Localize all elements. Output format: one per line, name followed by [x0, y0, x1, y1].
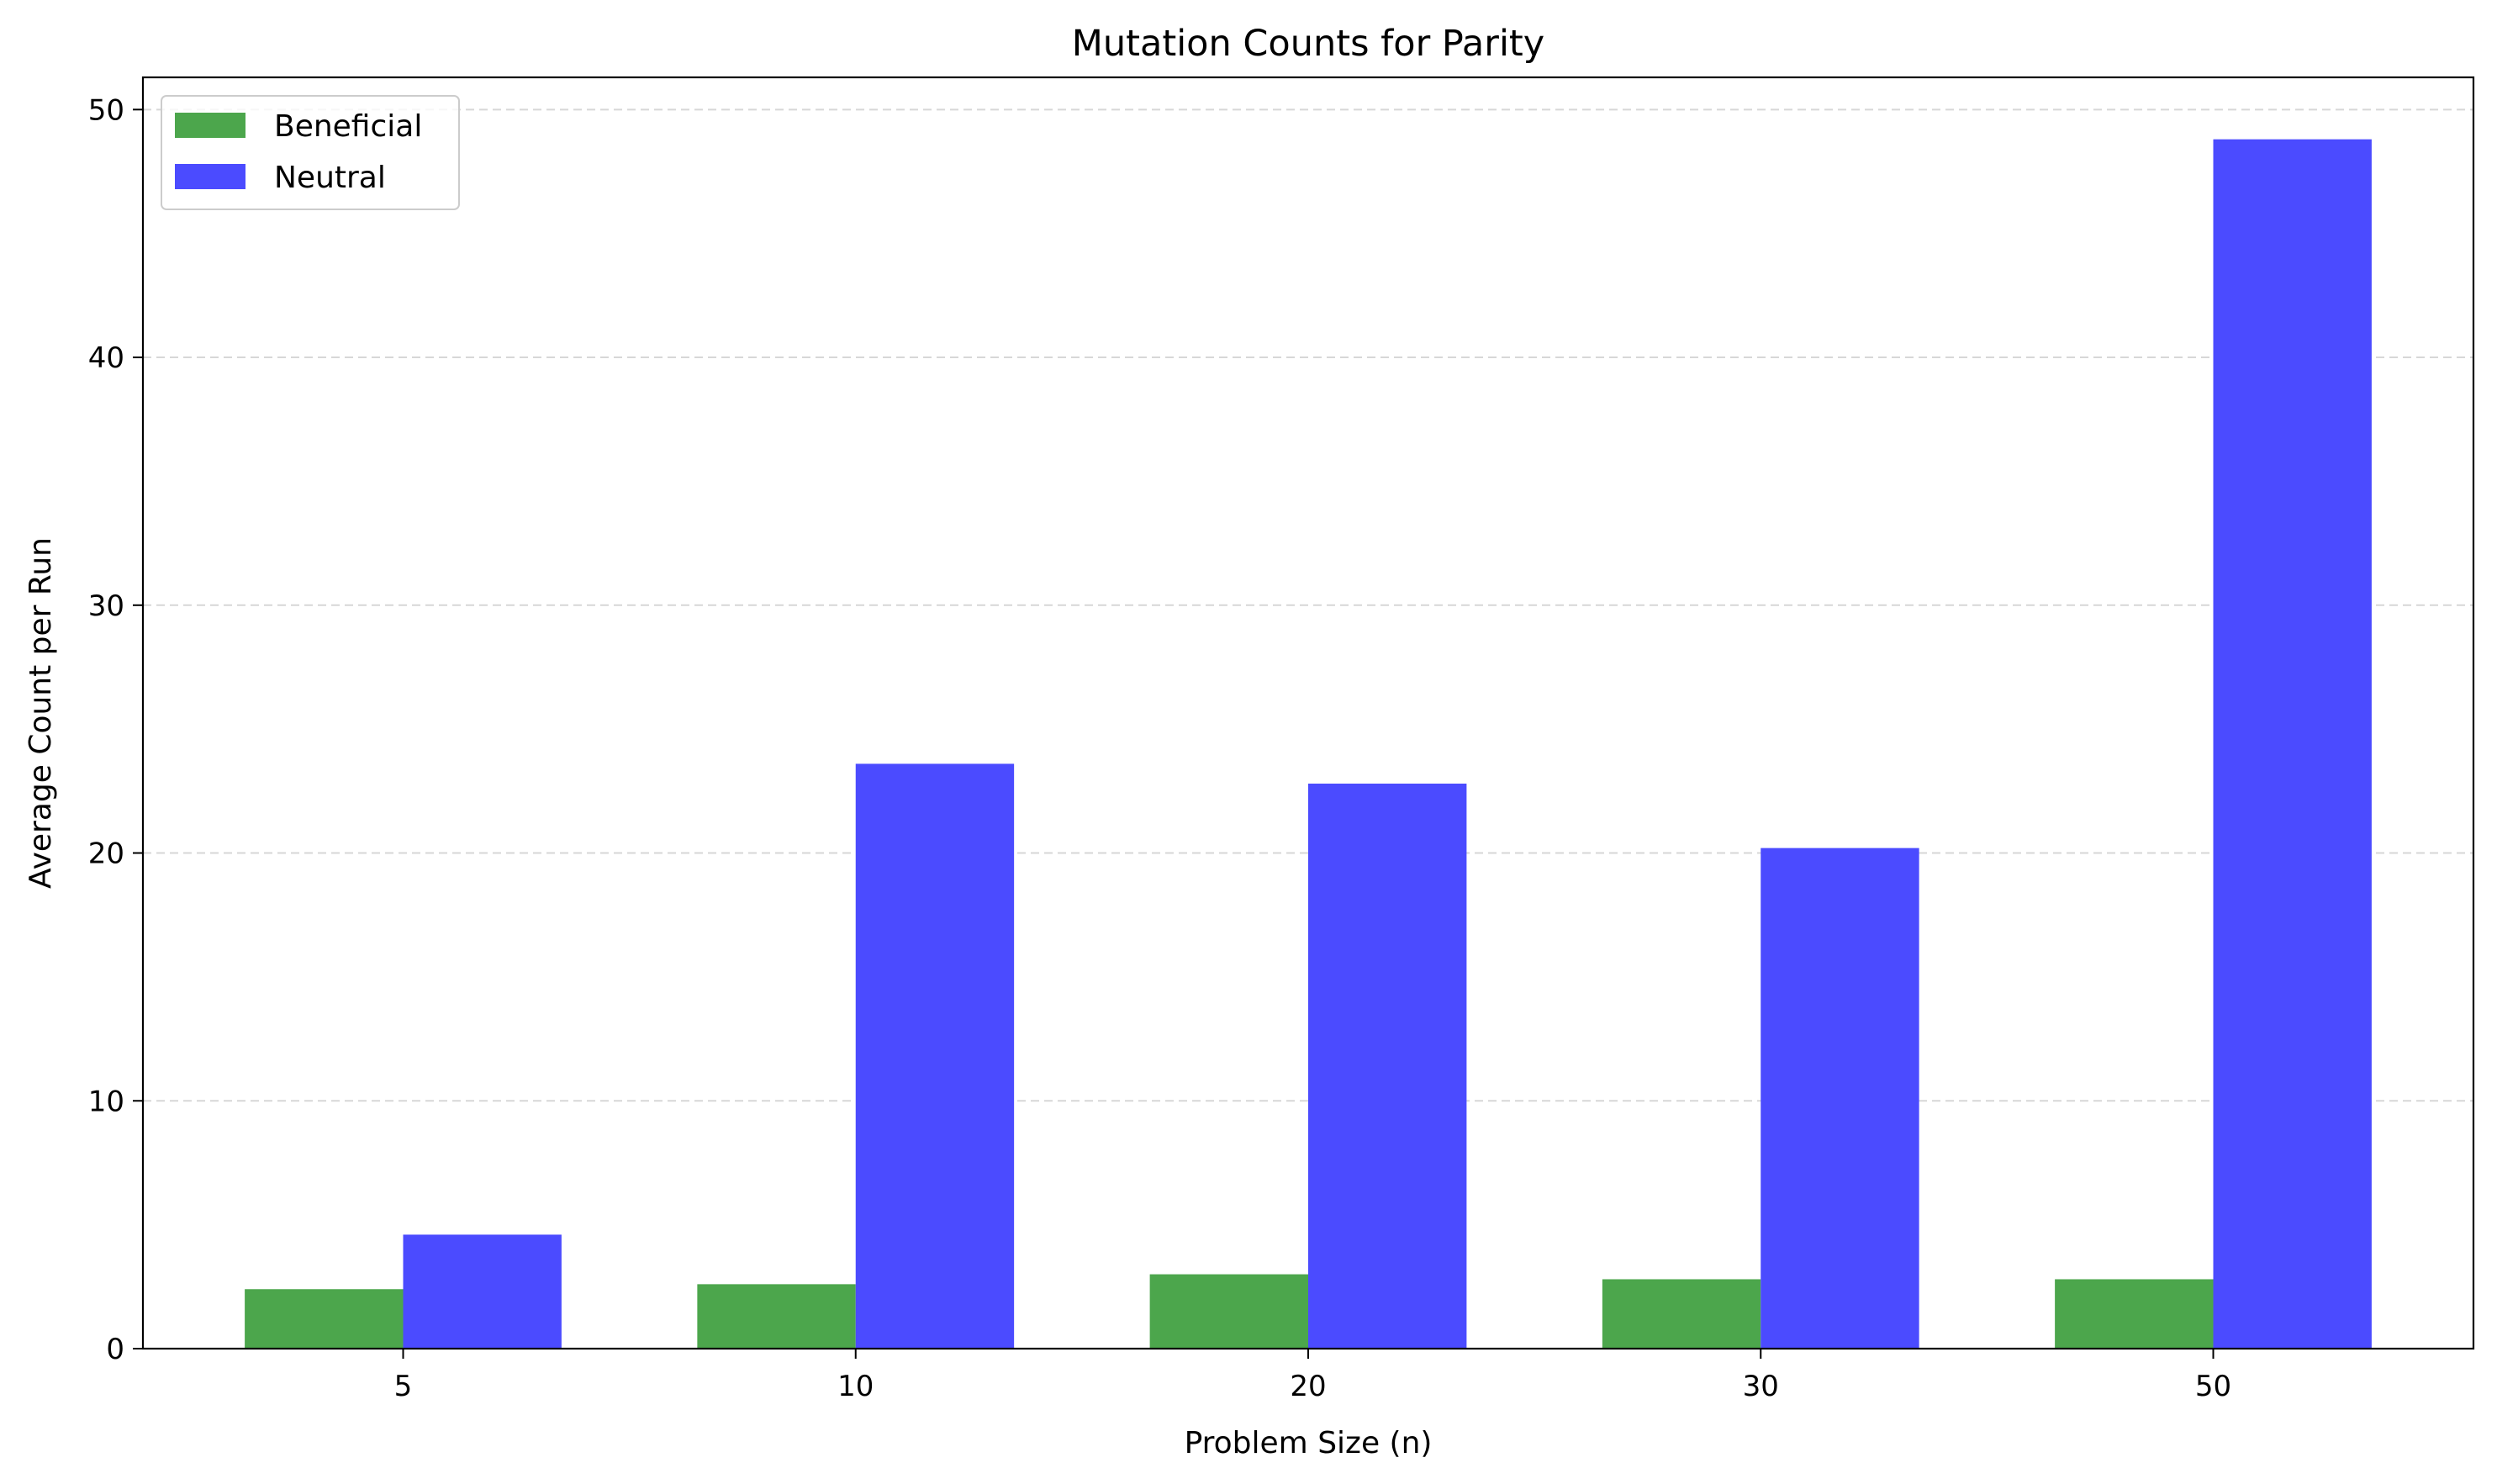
x-tick-label: 5 [394, 1370, 413, 1403]
bar-neutral-30 [1761, 848, 1919, 1349]
chart-title: Mutation Counts for Parity [1072, 23, 1544, 65]
bar-beneficial-50 [2055, 1279, 2214, 1349]
x-tick-label: 10 [837, 1370, 874, 1403]
y-axis-ticks: 0 10 20 30 40 50 [88, 93, 143, 1366]
y-tick-label: 30 [88, 589, 124, 623]
x-axis-ticks: 5 10 20 30 50 [394, 1349, 2231, 1403]
x-tick-label: 20 [1290, 1370, 1326, 1403]
legend-swatch-neutral [175, 164, 245, 189]
bar-neutral-5 [403, 1234, 562, 1349]
bar-neutral-10 [855, 763, 1015, 1349]
legend-swatch-beneficial [175, 113, 245, 138]
y-tick-label: 10 [88, 1085, 124, 1118]
bar-beneficial-30 [1602, 1279, 1761, 1349]
bar-neutral-20 [1308, 784, 1467, 1349]
bar-neutral-50 [2213, 139, 2372, 1349]
y-tick-label: 20 [88, 837, 124, 871]
y-tick-label: 0 [106, 1333, 124, 1366]
y-tick-label: 50 [88, 93, 124, 127]
x-axis-title: Problem Size (n) [1185, 1426, 1433, 1460]
legend-label-beneficial: Beneficial [274, 109, 422, 144]
legend: Beneficial Neutral [161, 95, 460, 210]
x-tick-label: 30 [1743, 1370, 1779, 1403]
bar-beneficial-5 [245, 1289, 404, 1349]
bars [245, 139, 2372, 1349]
y-tick-label: 40 [88, 341, 124, 375]
y-axis-title: Average Count per Run [24, 537, 58, 889]
bar-beneficial-10 [697, 1284, 856, 1349]
x-tick-label: 50 [2195, 1370, 2231, 1403]
legend-label-neutral: Neutral [274, 161, 386, 195]
bar-beneficial-20 [1149, 1274, 1308, 1349]
